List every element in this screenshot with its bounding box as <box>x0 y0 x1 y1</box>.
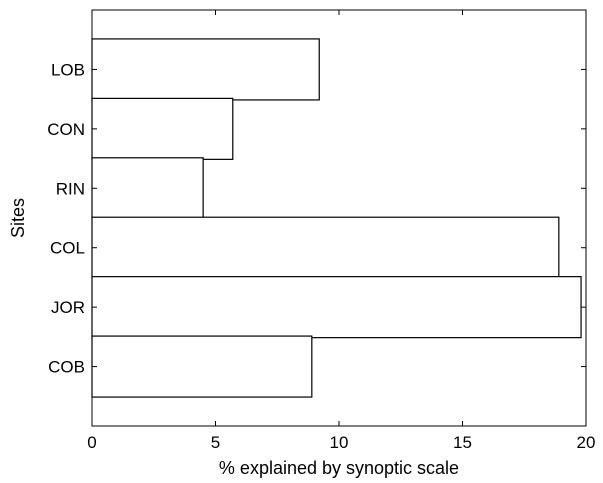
x-tick-label: 15 <box>453 433 472 452</box>
plot-frame <box>91 9 587 427</box>
x-tick-label: 0 <box>87 433 96 452</box>
y-tick-label: LOB <box>51 60 85 79</box>
y-tick-label: JOR <box>51 298 85 317</box>
x-axis-label: % explained by synoptic scale <box>219 458 459 478</box>
bar-col <box>91 216 560 279</box>
y-axis-label: Sites <box>8 198 28 238</box>
y-tick-label: CON <box>47 120 85 139</box>
y-tick-label: COB <box>48 358 85 377</box>
y-tick-label: COL <box>50 239 85 258</box>
x-tick-label: 20 <box>577 433 596 452</box>
bars-layer <box>91 38 582 398</box>
x-tick-label: 10 <box>330 433 349 452</box>
bar-jor <box>91 276 582 339</box>
bar-cob <box>91 335 313 398</box>
y-tick-label: RIN <box>56 179 85 198</box>
bar-con <box>91 97 234 160</box>
x-tick-label: 5 <box>211 433 220 452</box>
bar-rin <box>91 157 204 220</box>
y-ticks: LOB CON RIN COL JOR COB <box>47 60 586 377</box>
bar-lob <box>91 38 320 101</box>
